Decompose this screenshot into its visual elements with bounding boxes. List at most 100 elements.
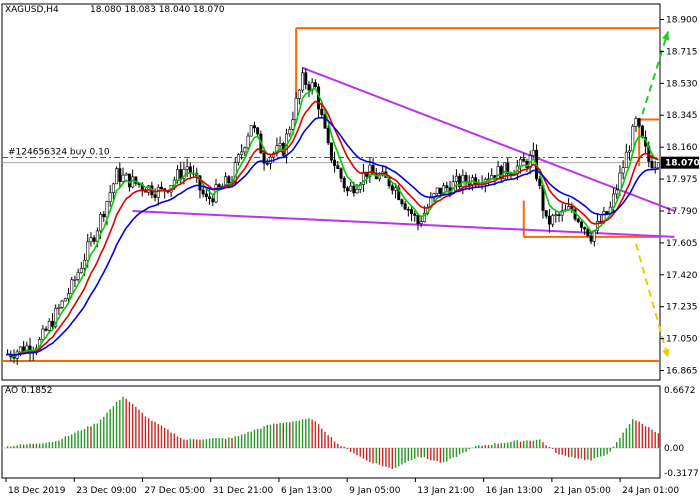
candle-body bbox=[159, 186, 163, 189]
candle-body bbox=[44, 328, 48, 331]
price-axis: 18.900 18.715 18.530 18.345 18.160 17.975 17.7… bbox=[660, 16, 700, 377]
candle-body bbox=[419, 221, 423, 224]
candle-body bbox=[547, 215, 551, 225]
candle-body bbox=[368, 164, 372, 177]
candle-body bbox=[252, 125, 256, 129]
candle-body bbox=[57, 307, 61, 309]
time-tick-label: 13 Jan 21:00 bbox=[417, 486, 474, 496]
candle-body bbox=[349, 185, 353, 192]
candle-body bbox=[650, 161, 654, 169]
time-tick-label: 23 Dec 09:00 bbox=[76, 486, 137, 496]
candle-body bbox=[127, 173, 131, 188]
candle-body bbox=[445, 185, 449, 189]
candle-body bbox=[454, 175, 458, 182]
ao-frame bbox=[1, 385, 661, 479]
forecast-up-arrow-shaft bbox=[641, 31, 669, 115]
candle-body bbox=[108, 192, 112, 202]
price-tick-label: 16.865 bbox=[666, 367, 698, 377]
candle-body bbox=[211, 198, 215, 203]
candle-body bbox=[339, 168, 343, 179]
candle-body bbox=[416, 215, 420, 224]
time-tick-label: 24 Jan 01:00 bbox=[622, 486, 679, 496]
candle-body bbox=[406, 208, 410, 211]
candle-body bbox=[301, 72, 305, 91]
candle-body bbox=[102, 213, 106, 218]
candle-body bbox=[70, 279, 74, 295]
candle-body bbox=[589, 235, 593, 242]
candle-body bbox=[320, 108, 324, 116]
candle-body bbox=[179, 169, 183, 179]
time-tick-label: 18 Dec 2019 bbox=[8, 486, 66, 496]
candle-body bbox=[640, 125, 644, 138]
time-tick-label: 16 Jan 13:00 bbox=[486, 486, 543, 496]
candle-body bbox=[361, 171, 365, 185]
candle-body bbox=[307, 84, 311, 91]
candle-body bbox=[217, 184, 221, 187]
candle-body bbox=[506, 162, 510, 175]
candle-body bbox=[105, 201, 109, 218]
current-price-label: 18.070 bbox=[665, 159, 700, 169]
price-tick-label: 17.605 bbox=[666, 239, 698, 249]
candle-body bbox=[73, 279, 77, 281]
candle-body bbox=[185, 166, 189, 170]
candle-body bbox=[47, 320, 51, 331]
candle-body bbox=[595, 220, 599, 231]
candle-body bbox=[278, 143, 282, 147]
candle-body bbox=[329, 142, 333, 161]
main-price-panel: #124656324 buy 0.10 bbox=[1, 3, 675, 381]
candle-body bbox=[538, 178, 542, 186]
price-tick-label: 18.530 bbox=[666, 79, 698, 89]
candle-body bbox=[371, 164, 375, 174]
ohlc-readout: 18.080 18.083 18.040 18.070 bbox=[90, 5, 225, 15]
trendline bbox=[132, 209, 675, 238]
candle-body bbox=[458, 175, 462, 188]
candle-body bbox=[188, 166, 192, 174]
candle-body bbox=[121, 174, 125, 182]
candle-body bbox=[249, 125, 253, 137]
trendline bbox=[302, 66, 675, 212]
candle-body bbox=[474, 177, 478, 185]
time-axis: 18 Dec 2019 23 Dec 09:00 27 Dec 05:00 31 De… bbox=[5, 478, 679, 496]
ma-slow-blue bbox=[7, 116, 659, 356]
candle-body bbox=[204, 193, 208, 198]
candle-body bbox=[333, 159, 337, 166]
ao-zero-label: 0.00 bbox=[664, 444, 684, 454]
candle-body bbox=[394, 187, 398, 191]
candle-body bbox=[403, 203, 407, 210]
candle-body bbox=[345, 187, 349, 192]
candle-body bbox=[387, 177, 391, 187]
forecast-up-arrow-head bbox=[661, 31, 670, 41]
price-tick-label: 18.900 bbox=[666, 16, 698, 26]
candle-body bbox=[634, 118, 638, 127]
candle-body bbox=[323, 114, 327, 129]
candle-body bbox=[153, 194, 157, 198]
candle-body bbox=[246, 135, 250, 149]
candle-body bbox=[115, 168, 119, 185]
candle-body bbox=[486, 178, 490, 181]
candle-body bbox=[304, 72, 308, 85]
forecast-down-arrow-shaft bbox=[634, 243, 669, 358]
candle-body bbox=[12, 356, 16, 359]
candle-body bbox=[291, 119, 295, 130]
ao-label: AO 0.1852 bbox=[5, 386, 52, 396]
candle-body bbox=[621, 167, 625, 174]
candle-body bbox=[576, 218, 580, 223]
candle-body bbox=[579, 221, 583, 228]
candle-body bbox=[413, 213, 417, 216]
candle-body bbox=[531, 149, 535, 156]
candle-body bbox=[615, 189, 619, 195]
candle-body bbox=[586, 228, 590, 237]
candle-body bbox=[79, 268, 83, 273]
candle-body bbox=[637, 118, 641, 127]
candle-body bbox=[461, 175, 465, 188]
price-tick-label: 17.975 bbox=[666, 175, 698, 185]
candle-body bbox=[342, 177, 346, 189]
candle-body bbox=[118, 168, 122, 182]
candle-body bbox=[50, 320, 54, 327]
candle-body bbox=[422, 213, 426, 222]
ao-max-label: 0.6672 bbox=[664, 386, 696, 396]
candle-body bbox=[618, 172, 622, 191]
candle-body bbox=[208, 196, 212, 199]
